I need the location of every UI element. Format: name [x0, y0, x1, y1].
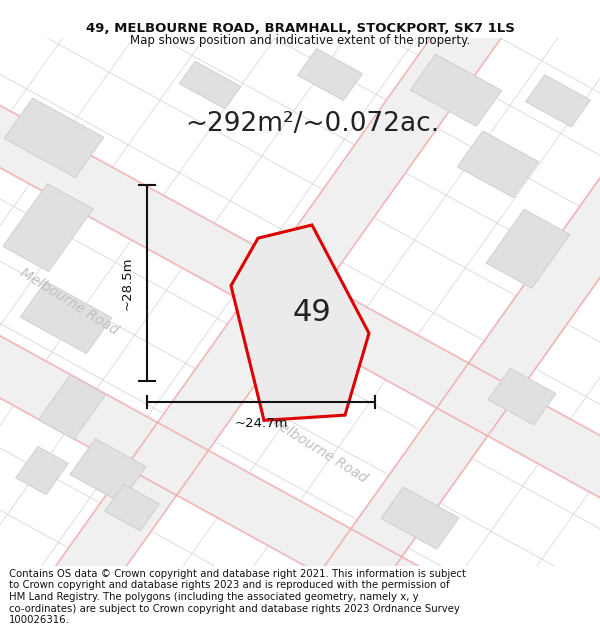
Text: ~24.7m: ~24.7m [234, 417, 288, 430]
Polygon shape [38, 375, 106, 439]
Text: Contains OS data © Crown copyright and database right 2021. This information is : Contains OS data © Crown copyright and d… [9, 569, 466, 625]
Text: Melbourne Road: Melbourne Road [17, 266, 121, 338]
Polygon shape [179, 61, 241, 109]
Polygon shape [4, 98, 104, 178]
Polygon shape [298, 49, 362, 101]
Text: 49, MELBOURNE ROAD, BRAMHALL, STOCKPORT, SK7 1LS: 49, MELBOURNE ROAD, BRAMHALL, STOCKPORT,… [86, 22, 514, 36]
Text: ~292m²/~0.072ac.: ~292m²/~0.072ac. [185, 111, 439, 138]
Text: Melbourne Road: Melbourne Road [266, 414, 370, 486]
Polygon shape [457, 131, 539, 198]
Polygon shape [70, 439, 146, 503]
Polygon shape [486, 209, 570, 288]
Polygon shape [104, 484, 160, 531]
Polygon shape [16, 446, 68, 494]
Polygon shape [526, 75, 590, 127]
Polygon shape [3, 184, 93, 272]
Polygon shape [231, 225, 369, 421]
Text: ~28.5m: ~28.5m [121, 256, 134, 310]
Polygon shape [20, 281, 112, 354]
Text: Map shows position and indicative extent of the property.: Map shows position and indicative extent… [130, 34, 470, 47]
Polygon shape [381, 487, 459, 549]
Polygon shape [410, 54, 502, 126]
Polygon shape [488, 368, 556, 425]
Text: 49: 49 [293, 298, 331, 327]
